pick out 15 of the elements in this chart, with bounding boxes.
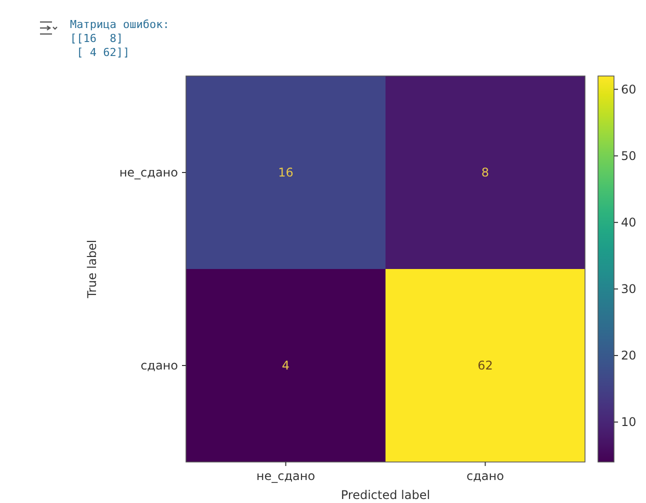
text: [ 4 62]] bbox=[70, 46, 130, 59]
y-axis-title: True label bbox=[85, 240, 99, 300]
color-bar-label: 30 bbox=[621, 282, 636, 296]
color-bar-label: 60 bbox=[621, 82, 636, 96]
data-label: 8 bbox=[481, 166, 490, 180]
color-bar-label: 10 bbox=[621, 415, 636, 430]
color-bar-label: 20 bbox=[621, 348, 636, 363]
data-label: 16 bbox=[278, 166, 294, 180]
x-axis-title: Predicted label bbox=[340, 488, 430, 502]
text: Матрица ошибок: bbox=[70, 18, 170, 31]
color-bar-label: 40 bbox=[621, 215, 636, 230]
color-bar-label: 50 bbox=[621, 148, 636, 163]
data-label: 62 bbox=[478, 358, 493, 372]
text: [[16 8] bbox=[70, 32, 123, 45]
data-label: 4 bbox=[282, 358, 290, 372]
